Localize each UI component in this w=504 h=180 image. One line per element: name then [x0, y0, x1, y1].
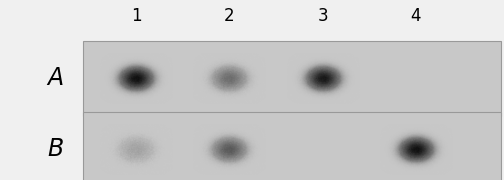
Text: 3: 3 [317, 7, 328, 25]
Bar [83, 40, 501, 116]
Text: 4: 4 [411, 7, 421, 25]
Text: 1: 1 [131, 7, 142, 25]
Text: B: B [47, 137, 64, 161]
Bar [83, 112, 501, 180]
Text: A: A [47, 66, 64, 90]
Text: 2: 2 [224, 7, 235, 25]
